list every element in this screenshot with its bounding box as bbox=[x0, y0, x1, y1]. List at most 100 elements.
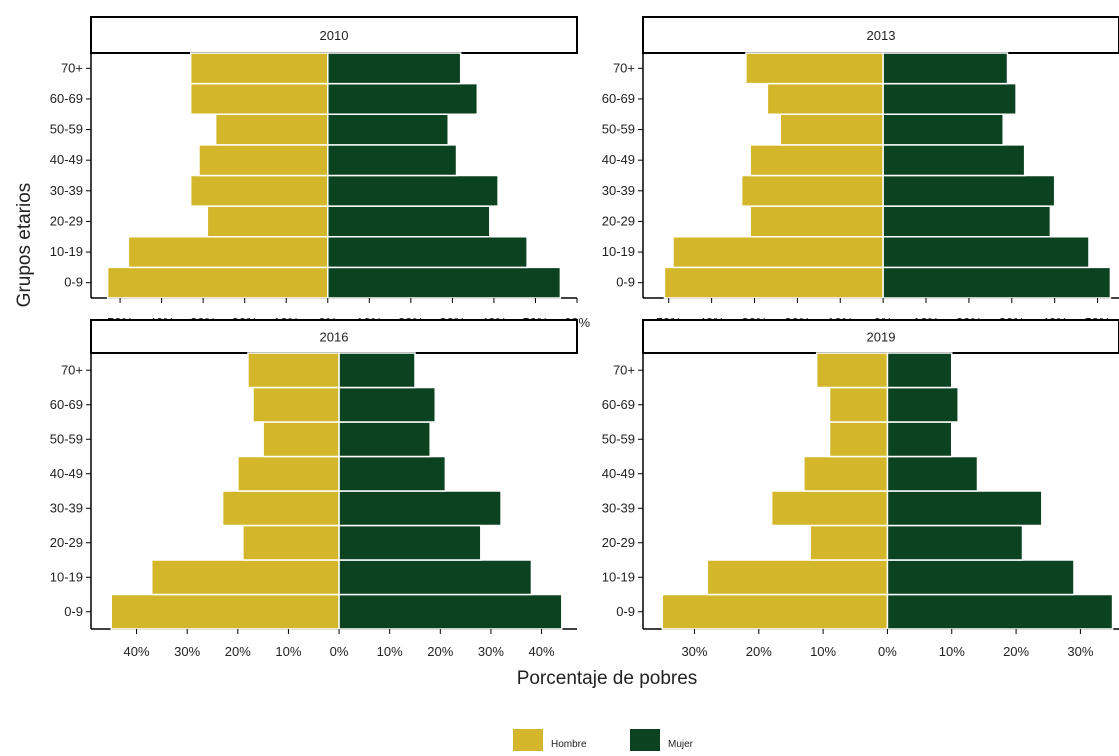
bar-hombre-10-19 bbox=[672, 236, 884, 269]
y-tick-label: 20-29 bbox=[602, 535, 635, 550]
x-tick-label: 20% bbox=[225, 644, 251, 659]
y-tick-label: 50-59 bbox=[50, 431, 83, 446]
y-tick-label: 20-29 bbox=[50, 535, 83, 550]
bar-hombre-60-69 bbox=[189, 82, 329, 115]
y-tick-label: 50-59 bbox=[602, 122, 635, 137]
x-tick-label: 20% bbox=[746, 644, 772, 659]
bar-hombre-50-59 bbox=[779, 113, 884, 146]
y-tick-label: 40-49 bbox=[602, 152, 635, 167]
facet-strip-label: 2010 bbox=[320, 28, 349, 43]
bar-hombre-10-19 bbox=[127, 236, 329, 269]
x-tick-label: 20% bbox=[427, 644, 453, 659]
y-tick-label: 10-19 bbox=[602, 569, 635, 584]
bar-hombre-50-59 bbox=[214, 113, 329, 146]
x-tick-label: 40% bbox=[529, 644, 555, 659]
bar-mujer-40-49 bbox=[327, 144, 458, 177]
bar-hombre-0-9 bbox=[663, 266, 884, 299]
bar-mujer-20-29 bbox=[338, 524, 482, 561]
legend-key-mujer bbox=[630, 729, 660, 751]
bar-hombre-60-69 bbox=[828, 386, 889, 423]
bar-hombre-50-59 bbox=[262, 421, 340, 458]
y-tick-label: 0-9 bbox=[616, 604, 635, 619]
bar-hombre-60-69 bbox=[766, 82, 884, 115]
bar-hombre-40-49 bbox=[237, 455, 340, 492]
bar-mujer-10-19 bbox=[882, 236, 1090, 269]
facet-strip-label: 2019 bbox=[867, 330, 896, 345]
bar-hombre-70+ bbox=[815, 352, 889, 389]
bar-mujer-20-29 bbox=[886, 524, 1024, 561]
bar-hombre-40-49 bbox=[803, 455, 889, 492]
y-tick-label: 20-29 bbox=[602, 213, 635, 228]
bar-mujer-60-69 bbox=[338, 386, 436, 423]
bar-mujer-20-29 bbox=[327, 205, 491, 238]
bar-mujer-10-19 bbox=[338, 559, 533, 596]
y-tick-label: 10-19 bbox=[602, 244, 635, 259]
facet-strip bbox=[90, 16, 578, 54]
y-tick-label: 30-39 bbox=[50, 183, 83, 198]
x-tick-label: 30% bbox=[1067, 644, 1093, 659]
bar-mujer-60-69 bbox=[882, 82, 1017, 115]
y-tick-label: 40-49 bbox=[602, 466, 635, 481]
bar-hombre-30-39 bbox=[189, 174, 329, 207]
y-tick-label: 0-9 bbox=[616, 275, 635, 290]
x-tick-label: 20% bbox=[1003, 644, 1029, 659]
bar-hombre-0-9 bbox=[661, 593, 889, 630]
bar-mujer-50-59 bbox=[338, 421, 431, 458]
y-tick-label: 60-69 bbox=[602, 91, 635, 106]
facet-strip bbox=[642, 319, 1119, 354]
bar-hombre-30-39 bbox=[221, 490, 340, 527]
bar-mujer-50-59 bbox=[882, 113, 1004, 146]
bar-mujer-70+ bbox=[882, 52, 1009, 85]
y-tick-label: 20-29 bbox=[50, 213, 83, 228]
bar-hombre-40-49 bbox=[749, 144, 884, 177]
bar-mujer-0-9 bbox=[886, 593, 1114, 630]
bar-mujer-0-9 bbox=[327, 266, 562, 299]
bar-mujer-30-39 bbox=[882, 174, 1056, 207]
y-tick-label: 30-39 bbox=[50, 500, 83, 515]
bar-hombre-30-39 bbox=[770, 490, 889, 527]
bar-hombre-70+ bbox=[189, 52, 329, 85]
y-tick-label: 70+ bbox=[61, 60, 83, 75]
x-tick-label: 10% bbox=[810, 644, 836, 659]
x-tick-label: 10% bbox=[939, 644, 965, 659]
x-tick-label: 0% bbox=[878, 644, 897, 659]
bar-mujer-70+ bbox=[886, 352, 953, 389]
legend-label-hombre: Hombre bbox=[551, 739, 587, 750]
bar-mujer-0-9 bbox=[338, 593, 563, 630]
bar-mujer-60-69 bbox=[327, 82, 479, 115]
x-tick-label: 30% bbox=[681, 644, 707, 659]
bar-mujer-10-19 bbox=[886, 559, 1075, 596]
facet-strip bbox=[90, 319, 578, 354]
x-tick-label: 10% bbox=[275, 644, 301, 659]
bar-mujer-50-59 bbox=[327, 113, 449, 146]
x-tick-label: 30% bbox=[174, 644, 200, 659]
x-tick-label: 30% bbox=[478, 644, 504, 659]
facet-strip-label: 2013 bbox=[867, 28, 896, 43]
x-tick-label: 40% bbox=[124, 644, 150, 659]
y-tick-label: 10-19 bbox=[50, 569, 83, 584]
y-tick-label: 70+ bbox=[613, 362, 635, 377]
y-tick-label: 60-69 bbox=[50, 91, 83, 106]
panel-2016: 2016 0-9 10-19 20-29 30-39 40-49 50-59 60-69 70+… bbox=[50, 319, 578, 659]
bar-mujer-30-39 bbox=[886, 490, 1043, 527]
bar-mujer-70+ bbox=[338, 352, 416, 389]
y-tick-label: 30-39 bbox=[602, 500, 635, 515]
y-tick-label: 70+ bbox=[61, 362, 83, 377]
bar-hombre-20-29 bbox=[242, 524, 340, 561]
bar-mujer-10-19 bbox=[327, 236, 528, 269]
legend-key-hombre bbox=[513, 729, 543, 751]
y-tick-label: 50-59 bbox=[50, 122, 83, 137]
panel-2013: 2013 0-9 10-19 20-29 30-39 40-49 50-59 60-69 70+… bbox=[602, 16, 1119, 330]
bar-mujer-40-49 bbox=[882, 144, 1026, 177]
x-tick-label: 0% bbox=[330, 644, 349, 659]
bar-mujer-50-59 bbox=[886, 421, 953, 458]
x-tick-label: 10% bbox=[377, 644, 403, 659]
y-tick-label: 40-49 bbox=[50, 152, 83, 167]
bar-mujer-40-49 bbox=[886, 455, 979, 492]
bar-hombre-20-29 bbox=[809, 524, 889, 561]
panel-2010: 2010 0-9 10-19 20-29 30-39 40-49 50-59 60-69 70+… bbox=[50, 16, 590, 330]
y-tick-label: 0-9 bbox=[64, 275, 83, 290]
bar-hombre-10-19 bbox=[706, 559, 889, 596]
